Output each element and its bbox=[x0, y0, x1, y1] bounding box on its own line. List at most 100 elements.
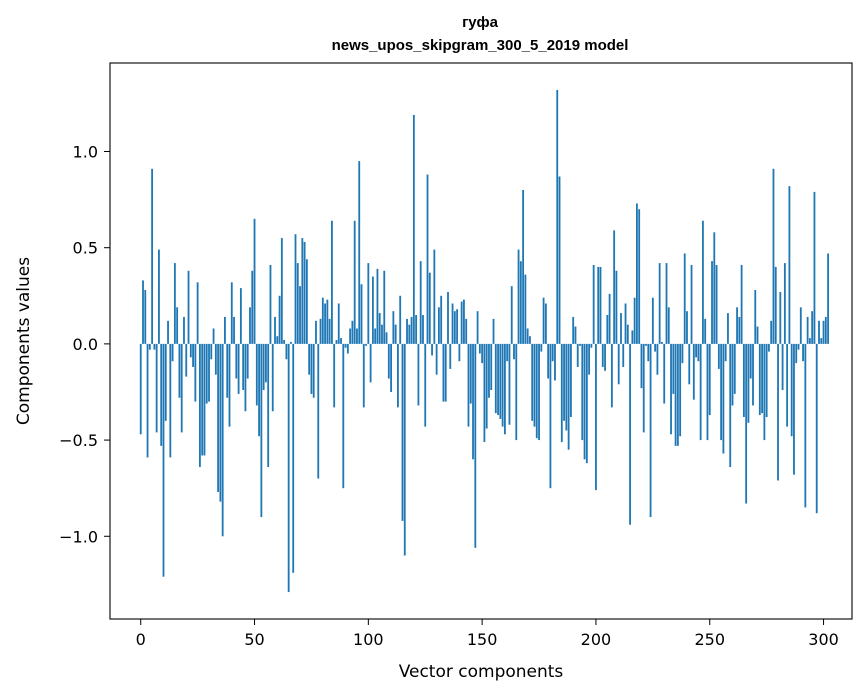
bar bbox=[654, 343, 657, 352]
x-tick-label: 150 bbox=[467, 630, 498, 649]
bar bbox=[765, 343, 768, 417]
bar bbox=[419, 261, 422, 344]
bar bbox=[492, 318, 495, 344]
bar bbox=[478, 343, 481, 354]
bar bbox=[542, 297, 545, 344]
bar bbox=[729, 343, 732, 468]
bar bbox=[774, 266, 777, 344]
bar bbox=[622, 343, 625, 367]
bar bbox=[501, 343, 504, 427]
bar bbox=[742, 343, 745, 417]
bar bbox=[340, 338, 342, 344]
bar bbox=[360, 284, 363, 344]
bar bbox=[437, 307, 440, 344]
bar bbox=[173, 263, 176, 344]
bar bbox=[406, 318, 408, 344]
bar bbox=[237, 343, 240, 394]
bar bbox=[230, 282, 233, 344]
bar bbox=[681, 343, 684, 364]
bar bbox=[260, 343, 263, 518]
bar bbox=[312, 343, 315, 398]
bar bbox=[310, 343, 313, 394]
bar bbox=[497, 343, 499, 416]
plot-frame bbox=[109, 62, 853, 620]
bar bbox=[590, 343, 593, 348]
bar bbox=[795, 343, 798, 364]
y-tick-label: 0.0 bbox=[73, 335, 98, 354]
bar bbox=[788, 186, 791, 344]
bar bbox=[633, 297, 636, 344]
bar bbox=[610, 343, 613, 408]
x-tick-label: 50 bbox=[244, 630, 264, 649]
bar bbox=[381, 324, 383, 344]
bar bbox=[442, 343, 445, 402]
bar bbox=[453, 311, 456, 344]
bar bbox=[697, 343, 700, 362]
bar bbox=[467, 343, 470, 427]
bar bbox=[390, 343, 392, 392]
bar bbox=[317, 343, 320, 479]
bar bbox=[617, 343, 620, 385]
bar bbox=[324, 303, 326, 344]
bar bbox=[185, 343, 188, 377]
bar bbox=[385, 332, 388, 344]
bar bbox=[214, 343, 217, 375]
bar bbox=[752, 343, 754, 406]
bar bbox=[271, 343, 274, 412]
bar bbox=[371, 276, 374, 344]
bar bbox=[424, 343, 427, 427]
x-tick-label: 300 bbox=[808, 630, 839, 649]
bar bbox=[253, 218, 256, 344]
bar bbox=[786, 343, 789, 427]
bar bbox=[538, 343, 540, 441]
bar bbox=[201, 343, 204, 456]
bar bbox=[713, 232, 716, 344]
bar bbox=[342, 343, 345, 489]
bar bbox=[208, 343, 210, 402]
y-tick-label: 0.5 bbox=[73, 239, 98, 258]
bar bbox=[287, 343, 290, 593]
bar bbox=[187, 270, 190, 344]
bar bbox=[294, 234, 297, 344]
bar bbox=[699, 343, 702, 441]
bar bbox=[569, 343, 572, 417]
bar bbox=[458, 343, 461, 362]
bar bbox=[601, 343, 604, 367]
bar bbox=[631, 330, 634, 344]
bar bbox=[604, 343, 606, 371]
bar bbox=[196, 282, 199, 344]
bar bbox=[392, 311, 395, 344]
bar bbox=[158, 249, 160, 344]
bar bbox=[337, 303, 340, 344]
bar bbox=[722, 343, 725, 454]
bar bbox=[679, 343, 682, 437]
bar bbox=[333, 343, 336, 408]
bar bbox=[219, 343, 222, 502]
bar bbox=[515, 343, 518, 441]
bar bbox=[426, 174, 429, 344]
bar bbox=[554, 343, 556, 381]
bar bbox=[672, 343, 675, 394]
bar bbox=[556, 89, 559, 344]
bar bbox=[189, 343, 192, 358]
bar bbox=[169, 343, 172, 458]
bar bbox=[383, 270, 386, 344]
bar bbox=[733, 343, 736, 394]
bar bbox=[362, 343, 365, 408]
bar bbox=[144, 290, 147, 344]
bar bbox=[164, 343, 167, 421]
bar bbox=[315, 320, 317, 344]
bar bbox=[813, 191, 816, 344]
bar bbox=[142, 280, 144, 344]
bar bbox=[508, 343, 511, 425]
bar bbox=[321, 297, 324, 344]
bar bbox=[674, 343, 677, 446]
bar bbox=[235, 343, 238, 379]
bar bbox=[526, 328, 529, 344]
bar bbox=[221, 343, 224, 537]
bar bbox=[656, 343, 659, 375]
bar bbox=[549, 343, 552, 489]
bar bbox=[783, 263, 786, 344]
bar bbox=[686, 311, 688, 344]
bar bbox=[463, 299, 465, 344]
